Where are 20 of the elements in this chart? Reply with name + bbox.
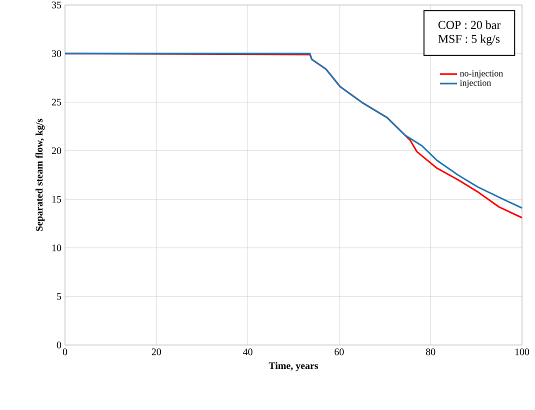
y-tick-label: 10 xyxy=(52,244,62,252)
y-tick-label: 20 xyxy=(52,147,62,154)
x-tick-label: 60 xyxy=(334,348,344,356)
x-tick-label: 20 xyxy=(152,348,162,356)
x-tick-label: 0 xyxy=(62,348,68,356)
y-tick-label: 30 xyxy=(52,50,62,57)
y-tick-label: 5 xyxy=(57,293,62,300)
x-tick-label: 80 xyxy=(426,348,436,356)
x-axis-title: Time, years xyxy=(268,362,318,372)
y-tick-label: 25 xyxy=(52,98,62,106)
y-tick-label: 0 xyxy=(56,342,62,348)
y-tick-label: 15 xyxy=(52,196,62,203)
y-tick-label: 35 xyxy=(52,2,62,8)
legend-label: no-injection xyxy=(460,70,503,78)
legend-label: injection xyxy=(460,80,492,88)
annotation: MSF : 5 kg/s xyxy=(438,34,500,46)
y-axis-title: Separated steam flow, kg/s xyxy=(35,118,45,231)
annotation: COP : 20 bar xyxy=(438,20,501,30)
x-tick-label: 100 xyxy=(515,348,530,356)
x-tick-label: 40 xyxy=(243,348,252,356)
